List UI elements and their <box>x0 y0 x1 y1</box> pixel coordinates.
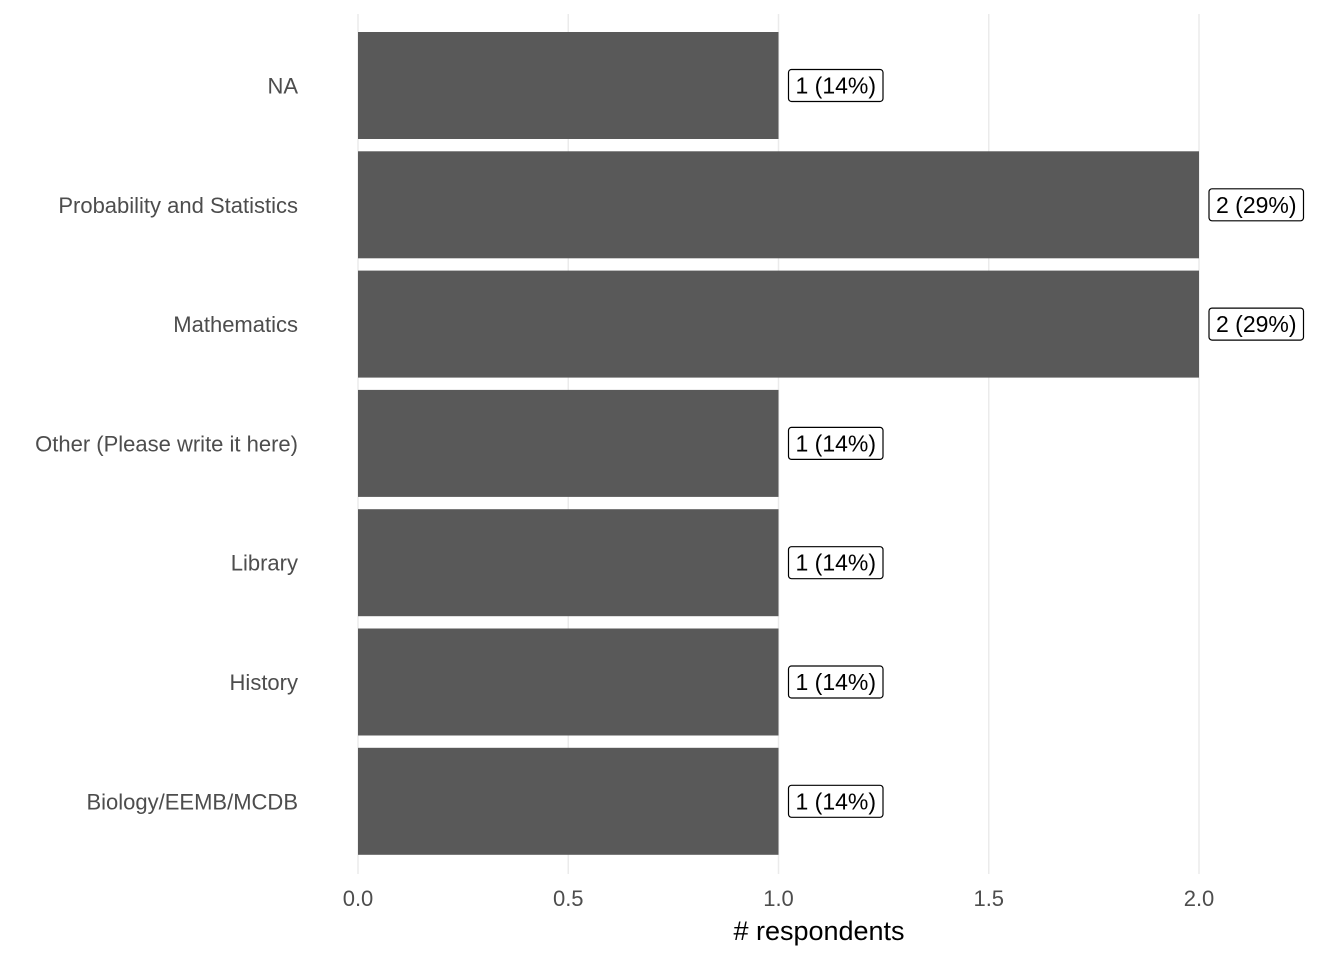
category-label: NA <box>267 74 298 99</box>
data-label: 1 (14%) <box>787 784 884 818</box>
data-label-text: 1 (14%) <box>796 788 877 814</box>
data-label-text: 1 (14%) <box>796 430 877 456</box>
category-label: Probability and Statistics <box>58 193 298 218</box>
bar <box>358 32 779 139</box>
x-tick-label: 0.0 <box>343 886 374 911</box>
x-axis-title: # respondents <box>733 916 904 946</box>
data-label-text: 1 (14%) <box>796 669 877 695</box>
category-label: Library <box>231 551 298 576</box>
data-label: 1 (14%) <box>787 426 884 460</box>
bar <box>358 151 1199 259</box>
data-label-box <box>1208 188 1305 222</box>
value-axis: 0.0 0.5 1.0 1.5 2.0 <box>343 886 1215 911</box>
bar-layer <box>358 32 1199 855</box>
data-label-text: 2 (29%) <box>1216 192 1297 218</box>
x-tick-label: 0.5 <box>553 886 584 911</box>
data-label-text: 1 (14%) <box>796 73 877 99</box>
x-tick-label: 2.0 <box>1184 886 1215 911</box>
data-label: 2 (29%) <box>1208 188 1305 222</box>
data-label-box <box>787 665 884 699</box>
data-label-text: 1 (14%) <box>796 550 877 576</box>
x-tick-label: 1.5 <box>973 886 1004 911</box>
data-label-layer: 1 (14%) 2 (29%) 2 (29%) 1 (14%) 1 (14%) 1 (14… <box>787 68 1305 818</box>
category-label: History <box>230 670 298 695</box>
category-label: Other (Please write it here) <box>35 431 298 456</box>
category-label: Mathematics <box>173 312 298 337</box>
data-label-box <box>787 68 884 103</box>
bar <box>358 509 779 617</box>
data-label-box <box>1208 307 1305 341</box>
data-label-box <box>787 546 884 580</box>
data-label-text: 2 (29%) <box>1216 311 1297 337</box>
bar <box>358 270 1199 378</box>
category-axis: NA Probability and Statistics Mathematics O… <box>35 74 298 815</box>
data-label-box <box>787 784 884 818</box>
data-label: 2 (29%) <box>1208 307 1305 341</box>
x-tick-label: 1.0 <box>763 886 794 911</box>
bar <box>358 628 779 736</box>
bar <box>358 747 779 855</box>
data-label: 1 (14%) <box>787 68 884 103</box>
data-label: 1 (14%) <box>787 665 884 699</box>
category-label: Biology/EEMB/MCDB <box>86 789 298 814</box>
data-label: 1 (14%) <box>787 546 884 580</box>
bar <box>358 389 779 497</box>
data-label-box <box>787 426 884 460</box>
